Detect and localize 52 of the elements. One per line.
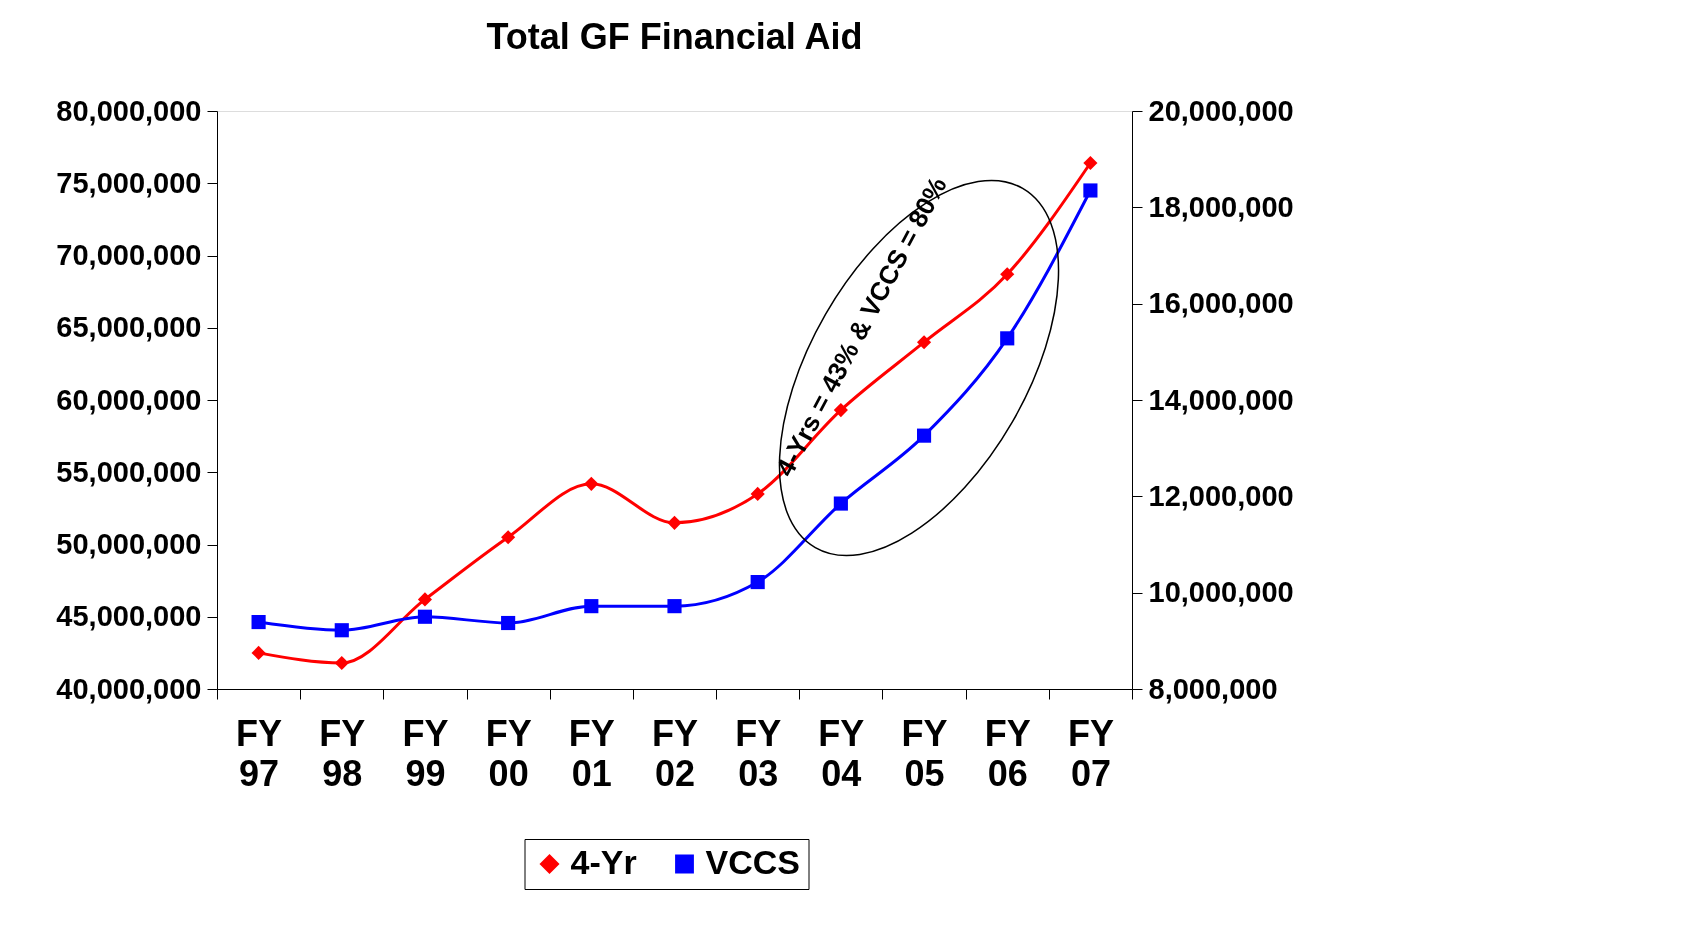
x-tick-label: FY 04 <box>818 712 865 794</box>
point <box>833 403 848 418</box>
point <box>334 655 349 671</box>
point <box>584 476 599 491</box>
point <box>667 515 682 530</box>
point <box>501 530 516 545</box>
point <box>750 486 765 501</box>
point <box>1083 155 1098 171</box>
x-tick-label: FY 07 <box>1067 712 1114 794</box>
x-tick-label: FY 98 <box>319 712 366 794</box>
point <box>251 645 266 660</box>
y-tick-label: 65,000,000 <box>56 311 202 344</box>
chart-title: Total GF Financial Aid <box>486 16 863 57</box>
y-tick-label: 55,000,000 <box>56 455 202 488</box>
x-tick-label: FY 02 <box>651 712 699 794</box>
y2-tick-label: 8,000,000 <box>1148 672 1278 705</box>
point <box>916 428 932 443</box>
y-tick-label: 45,000,000 <box>56 600 202 633</box>
y2-tick-label: 14,000,000 <box>1148 383 1294 416</box>
point <box>1000 331 1015 346</box>
y-tick-label: 40,000,000 <box>56 672 202 705</box>
point <box>251 614 266 630</box>
y-tick-label: 50,000,000 <box>56 528 202 560</box>
y-tick-label: 60,000,000 <box>56 383 202 416</box>
point <box>750 575 765 590</box>
y-tick-label: 70,000,000 <box>56 239 202 271</box>
point <box>501 615 516 631</box>
y2-tick-label: 20,000,000 <box>1148 94 1294 127</box>
legend-label: VCCS <box>705 843 800 881</box>
point <box>584 599 599 614</box>
point <box>1083 183 1098 198</box>
y-tick-label: 75,000,000 <box>56 166 202 199</box>
point <box>916 335 932 350</box>
point <box>667 599 682 614</box>
y2-tick-label: 10,000,000 <box>1148 576 1294 609</box>
point <box>334 623 349 638</box>
legend-label: 4-Yr <box>570 843 637 881</box>
point <box>417 592 433 607</box>
point <box>1000 267 1015 282</box>
y-tick-label: 80,000,000 <box>56 94 202 127</box>
x-tick-label: FY 06 <box>984 712 1031 794</box>
x-tick-label: FY 05 <box>901 712 948 794</box>
point <box>833 496 848 511</box>
y2-tick-label: 12,000,000 <box>1148 479 1294 512</box>
x-tick-label: FY 97 <box>236 712 283 794</box>
x-tick-label: FY 03 <box>735 712 782 794</box>
x-tick-label: FY 01 <box>568 712 615 794</box>
x-tick-label: FY 99 <box>402 712 449 794</box>
x-tick-label: FY 00 <box>485 712 532 794</box>
y2-tick-label: 16,000,000 <box>1148 287 1294 320</box>
point <box>417 609 433 624</box>
y2-tick-label: 18,000,000 <box>1148 190 1294 223</box>
